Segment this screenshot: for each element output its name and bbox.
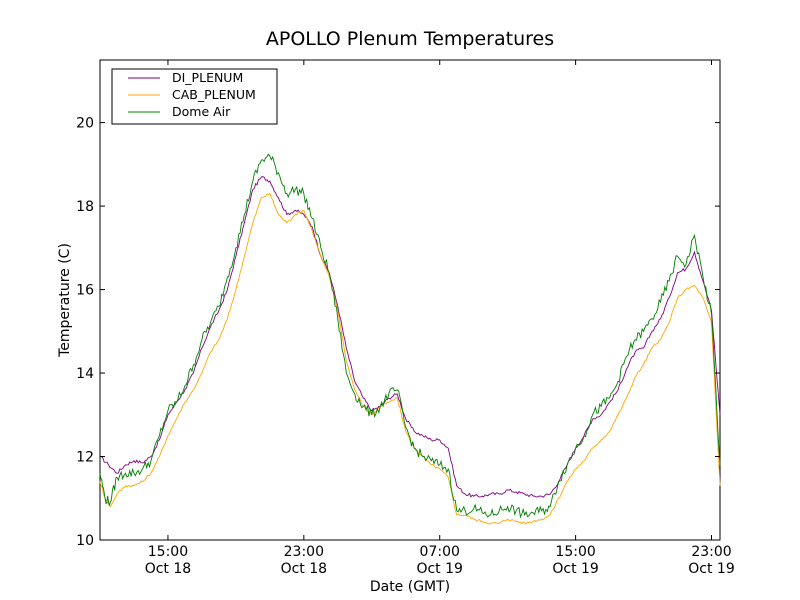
series-line-cab-plenum <box>99 192 721 525</box>
x-tick-label-date: Oct 18 <box>145 561 191 577</box>
x-tick-label-date: Oct 19 <box>552 561 598 577</box>
y-tick-label: 20 <box>76 116 94 132</box>
x-tick-label-time: 23:00 <box>691 544 731 560</box>
series-line-di-plenum <box>99 176 721 498</box>
legend-label: Dome Air <box>172 104 231 119</box>
series-layer <box>99 153 721 525</box>
tick-layer <box>100 60 720 541</box>
series-line-dome-air <box>99 153 721 519</box>
plot-frame <box>99 59 721 541</box>
x-tick-label-time: 15:00 <box>148 544 188 560</box>
x-axis-title: Date (GMT) <box>370 579 450 595</box>
y-tick-label: 14 <box>76 366 94 382</box>
y-tick-label: 16 <box>76 283 94 299</box>
legend-entries: DI_PLENUM CAB_PLENUM Dome Air <box>128 70 256 119</box>
x-tick-label-time: 07:00 <box>420 544 460 560</box>
x-tick-label-time: 15:00 <box>555 544 595 560</box>
y-tick-label: 10 <box>76 533 94 549</box>
x-tick-label-time: 23:00 <box>284 544 324 560</box>
legend-label: DI_PLENUM <box>172 70 243 85</box>
legend-label: CAB_PLENUM <box>172 87 256 102</box>
y-tick-label: 12 <box>76 450 94 466</box>
plot-area <box>99 59 721 541</box>
y-axis-title: Temperature (C) <box>57 243 73 358</box>
x-tick-label-date: Oct 19 <box>688 561 734 577</box>
legend: DI_PLENUM CAB_PLENUM Dome Air <box>111 68 278 125</box>
y-tick-label: 18 <box>76 199 94 215</box>
chart-title: APOLLO Plenum Temperatures <box>266 28 554 50</box>
x-tick-label-date: Oct 19 <box>416 561 462 577</box>
x-tick-label-date: Oct 18 <box>281 561 327 577</box>
